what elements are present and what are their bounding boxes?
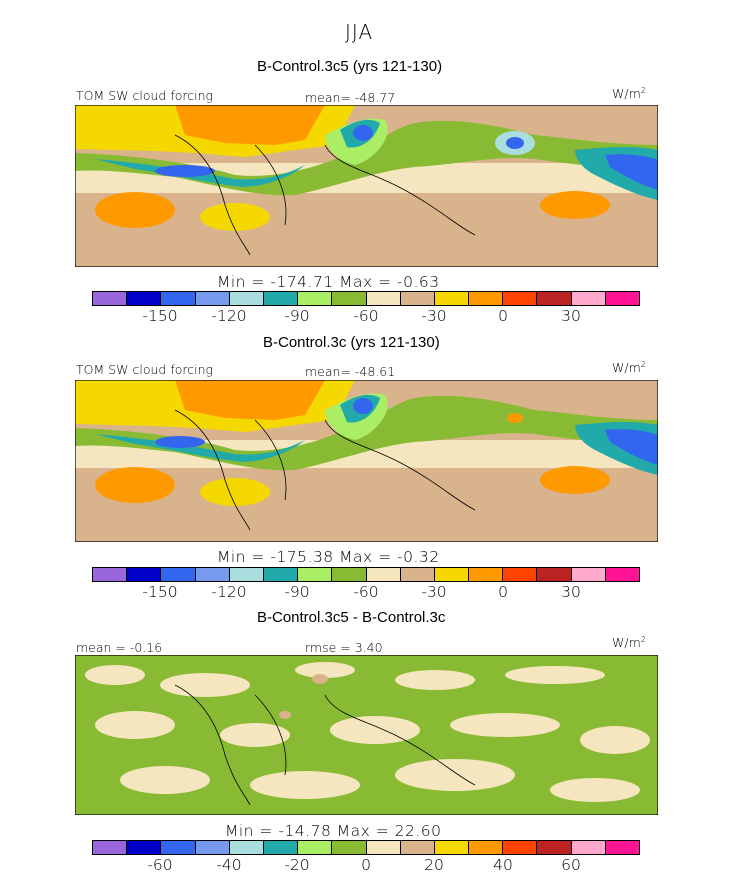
panel-2-colorbar-tick: 0 (498, 583, 508, 601)
panel-1-min-max: Min = -174.71 Max = -0.63 (217, 273, 440, 291)
panel-2-min-max: Min = -175.38 Max = -0.32 (217, 548, 440, 566)
panel-3-min-max: Min = -14.78 Max = 22.60 (225, 822, 442, 840)
panel-3-colorbar-tick: -60 (147, 856, 173, 874)
figure-title: JJA (345, 20, 374, 44)
panel-2-colorbar-tick: -30 (421, 583, 447, 601)
panel-1-colorbar-tick: -60 (353, 307, 379, 325)
panel-2-colorbar-tick: -120 (211, 583, 247, 601)
panel-3-map (75, 655, 658, 815)
panel-2-colorbar-tick: -60 (353, 583, 379, 601)
panel-1-colorbar (92, 291, 640, 306)
panel-2-mean-label: mean= -48.61 (305, 364, 396, 379)
panel-1-colorbar-tick: 30 (561, 307, 581, 325)
panel-3-colorbar-tick: 0 (361, 856, 371, 874)
panel-3-colorbar-tick: -40 (216, 856, 242, 874)
panel-3-colorbar-tick: 40 (493, 856, 513, 874)
panel-2-title: B-Control.3c (yrs 121-130) (263, 334, 440, 351)
panel-2-colorbar-tick: -90 (284, 583, 310, 601)
panel-1-colorbar-tick: -150 (142, 307, 178, 325)
panel-3-title: B-Control.3c5 - B-Control.3c (257, 609, 446, 626)
panel-1-map (75, 105, 658, 267)
panel-2-map (75, 380, 658, 542)
panel-2-units: W/m2 (612, 360, 646, 376)
panel-3-colorbar-tick: 60 (561, 856, 581, 874)
panel-1-title: B-Control.3c5 (yrs 121-130) (257, 58, 443, 75)
panel-3-mean-label: mean = -0.16 (76, 640, 163, 655)
panel-1-colorbar-tick: -90 (284, 307, 310, 325)
panel-3-units: W/m2 (612, 635, 646, 651)
panel-3-colorbar-tick: 20 (424, 856, 444, 874)
panel-1-mean-label: mean= -48.77 (305, 90, 396, 105)
panel-3-colorbar (92, 840, 640, 855)
panel-2-colorbar-tick: 30 (561, 583, 581, 601)
panel-2-left-label: TOM SW cloud forcing (76, 362, 214, 377)
panel-3-colorbar-tick: -20 (284, 856, 310, 874)
panel-1-units: W/m2 (612, 86, 646, 102)
panel-2-colorbar-tick: -150 (142, 583, 178, 601)
panel-1-colorbar-tick: -120 (211, 307, 247, 325)
panel-2-colorbar (92, 567, 640, 582)
panel-1-colorbar-tick: -30 (421, 307, 447, 325)
panel-3-rmse-label: rmse = 3.40 (305, 640, 383, 655)
panel-1-left-label: TOM SW cloud forcing (76, 88, 214, 103)
panel-1-colorbar-tick: 0 (498, 307, 508, 325)
